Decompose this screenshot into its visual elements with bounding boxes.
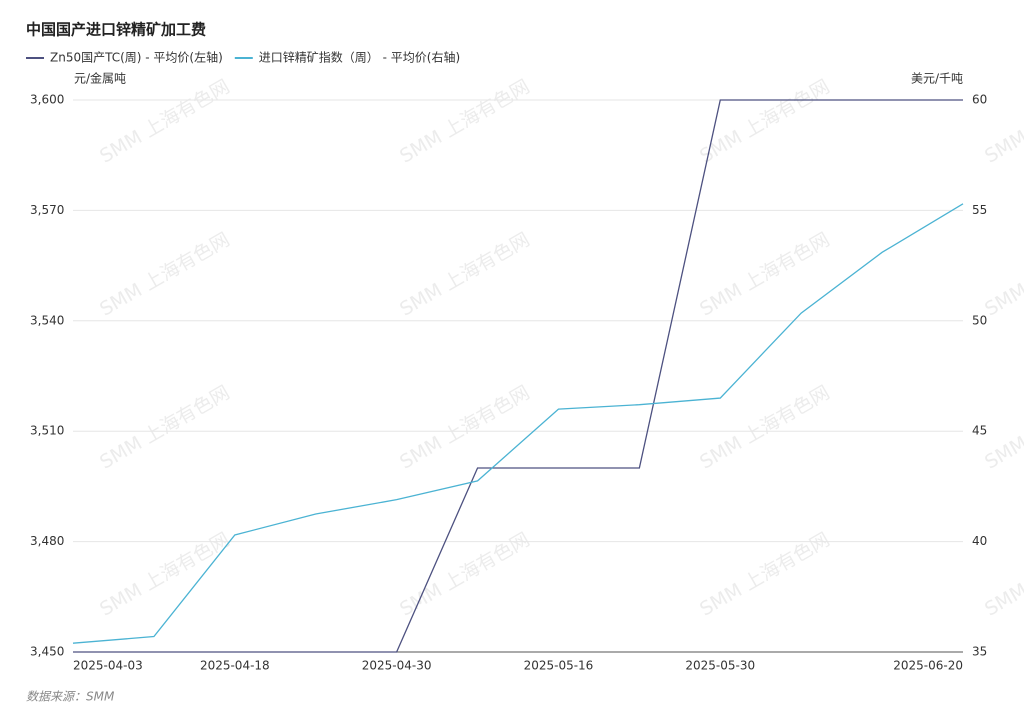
watermark: SMM 上海有色网 <box>981 76 1024 168</box>
y-tick-label: 3,540 <box>30 313 64 327</box>
watermark: SMM 上海有色网 <box>96 229 233 321</box>
watermark: SMM 上海有色网 <box>696 76 833 168</box>
y-tick-label: 3,480 <box>30 534 64 548</box>
x-tick-label: 2025-05-30 <box>685 659 755 673</box>
y2-tick-label: 60 <box>972 93 987 107</box>
watermark: SMM 上海有色网 <box>981 529 1024 621</box>
watermark: SMM 上海有色网 <box>96 76 233 168</box>
y2-tick-label: 55 <box>972 203 987 217</box>
watermark: SMM 上海有色网 <box>96 382 233 474</box>
legend-label: 进口锌精矿指数（周） - 平均价(右轴) <box>259 50 460 65</box>
source-note: 数据来源：SMM <box>26 690 115 704</box>
y-tick-label: 3,450 <box>30 645 64 659</box>
y2-tick-label: 45 <box>972 424 987 438</box>
y2-axis-unit: 美元/千吨 <box>911 72 963 86</box>
y-tick-label: 3,600 <box>30 93 64 107</box>
x-tick-label: 2025-04-03 <box>73 659 143 673</box>
watermark: SMM 上海有色网 <box>396 382 533 474</box>
series-line <box>73 99 963 653</box>
watermark: SMM 上海有色网 <box>696 529 833 621</box>
y2-tick-label: 35 <box>972 645 987 659</box>
x-tick-label: 2025-05-16 <box>524 659 594 673</box>
watermark: SMM 上海有色网 <box>396 76 533 168</box>
y-axis-unit: 元/金属吨 <box>74 71 126 86</box>
x-tick-label: 2025-04-30 <box>362 659 432 673</box>
x-tick-label: 2025-04-18 <box>200 659 270 673</box>
y-tick-label: 3,570 <box>30 203 64 217</box>
x-tick-label: 2025-06-20 <box>893 659 963 673</box>
watermark: SMM 上海有色网 <box>96 529 233 621</box>
watermark: SMM 上海有色网 <box>396 229 533 321</box>
y2-tick-label: 50 <box>972 313 987 327</box>
y2-tick-label: 40 <box>972 534 987 548</box>
watermark: SMM 上海有色网 <box>981 229 1024 321</box>
watermark: SMM 上海有色网 <box>696 229 833 321</box>
legend-label: Zn50国产TC(周) - 平均价(左轴) <box>50 50 223 65</box>
watermark: SMM 上海有色网 <box>696 382 833 474</box>
watermark: SMM 上海有色网 <box>981 382 1024 474</box>
y-tick-label: 3,510 <box>30 424 64 438</box>
series-line <box>72 203 964 644</box>
chart-title: 中国国产进口锌精矿加工费 <box>26 21 206 39</box>
